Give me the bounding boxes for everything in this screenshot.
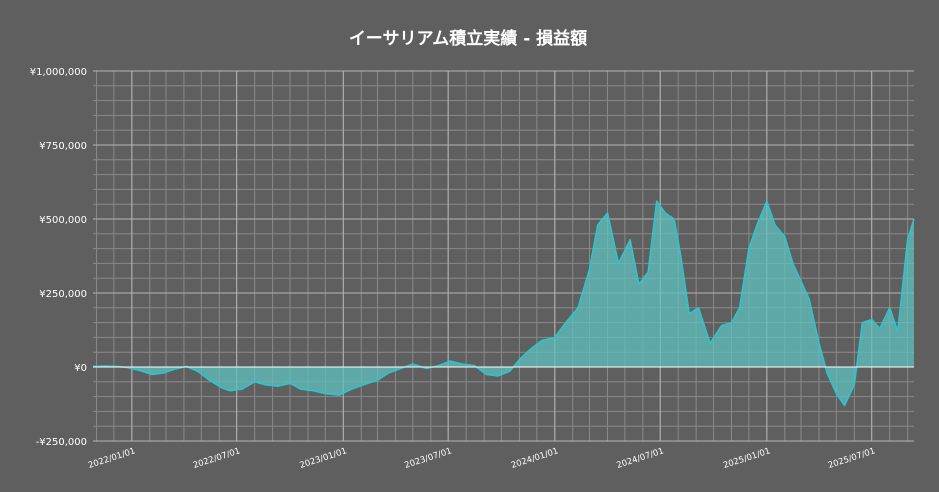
y-tick-label: -¥250,000: [36, 437, 87, 448]
area-series: [92, 200, 915, 407]
area-fill: [93, 201, 914, 406]
y-tick-label: ¥750,000: [39, 141, 87, 152]
y-axis-ticks: -¥250,000 ¥0 ¥250,000 ¥500,000 ¥750,000 ¥1,00…: [30, 67, 87, 448]
y-tick-label: ¥500,000: [39, 215, 87, 226]
y-tick-label: ¥250,000: [39, 289, 87, 300]
chart-title: イーサリアム積立実績 - 損益額: [349, 28, 587, 49]
series-line: [92, 200, 915, 407]
y-tick-label: ¥0: [74, 363, 87, 374]
y-tick-label: ¥1,000,000: [30, 67, 87, 78]
